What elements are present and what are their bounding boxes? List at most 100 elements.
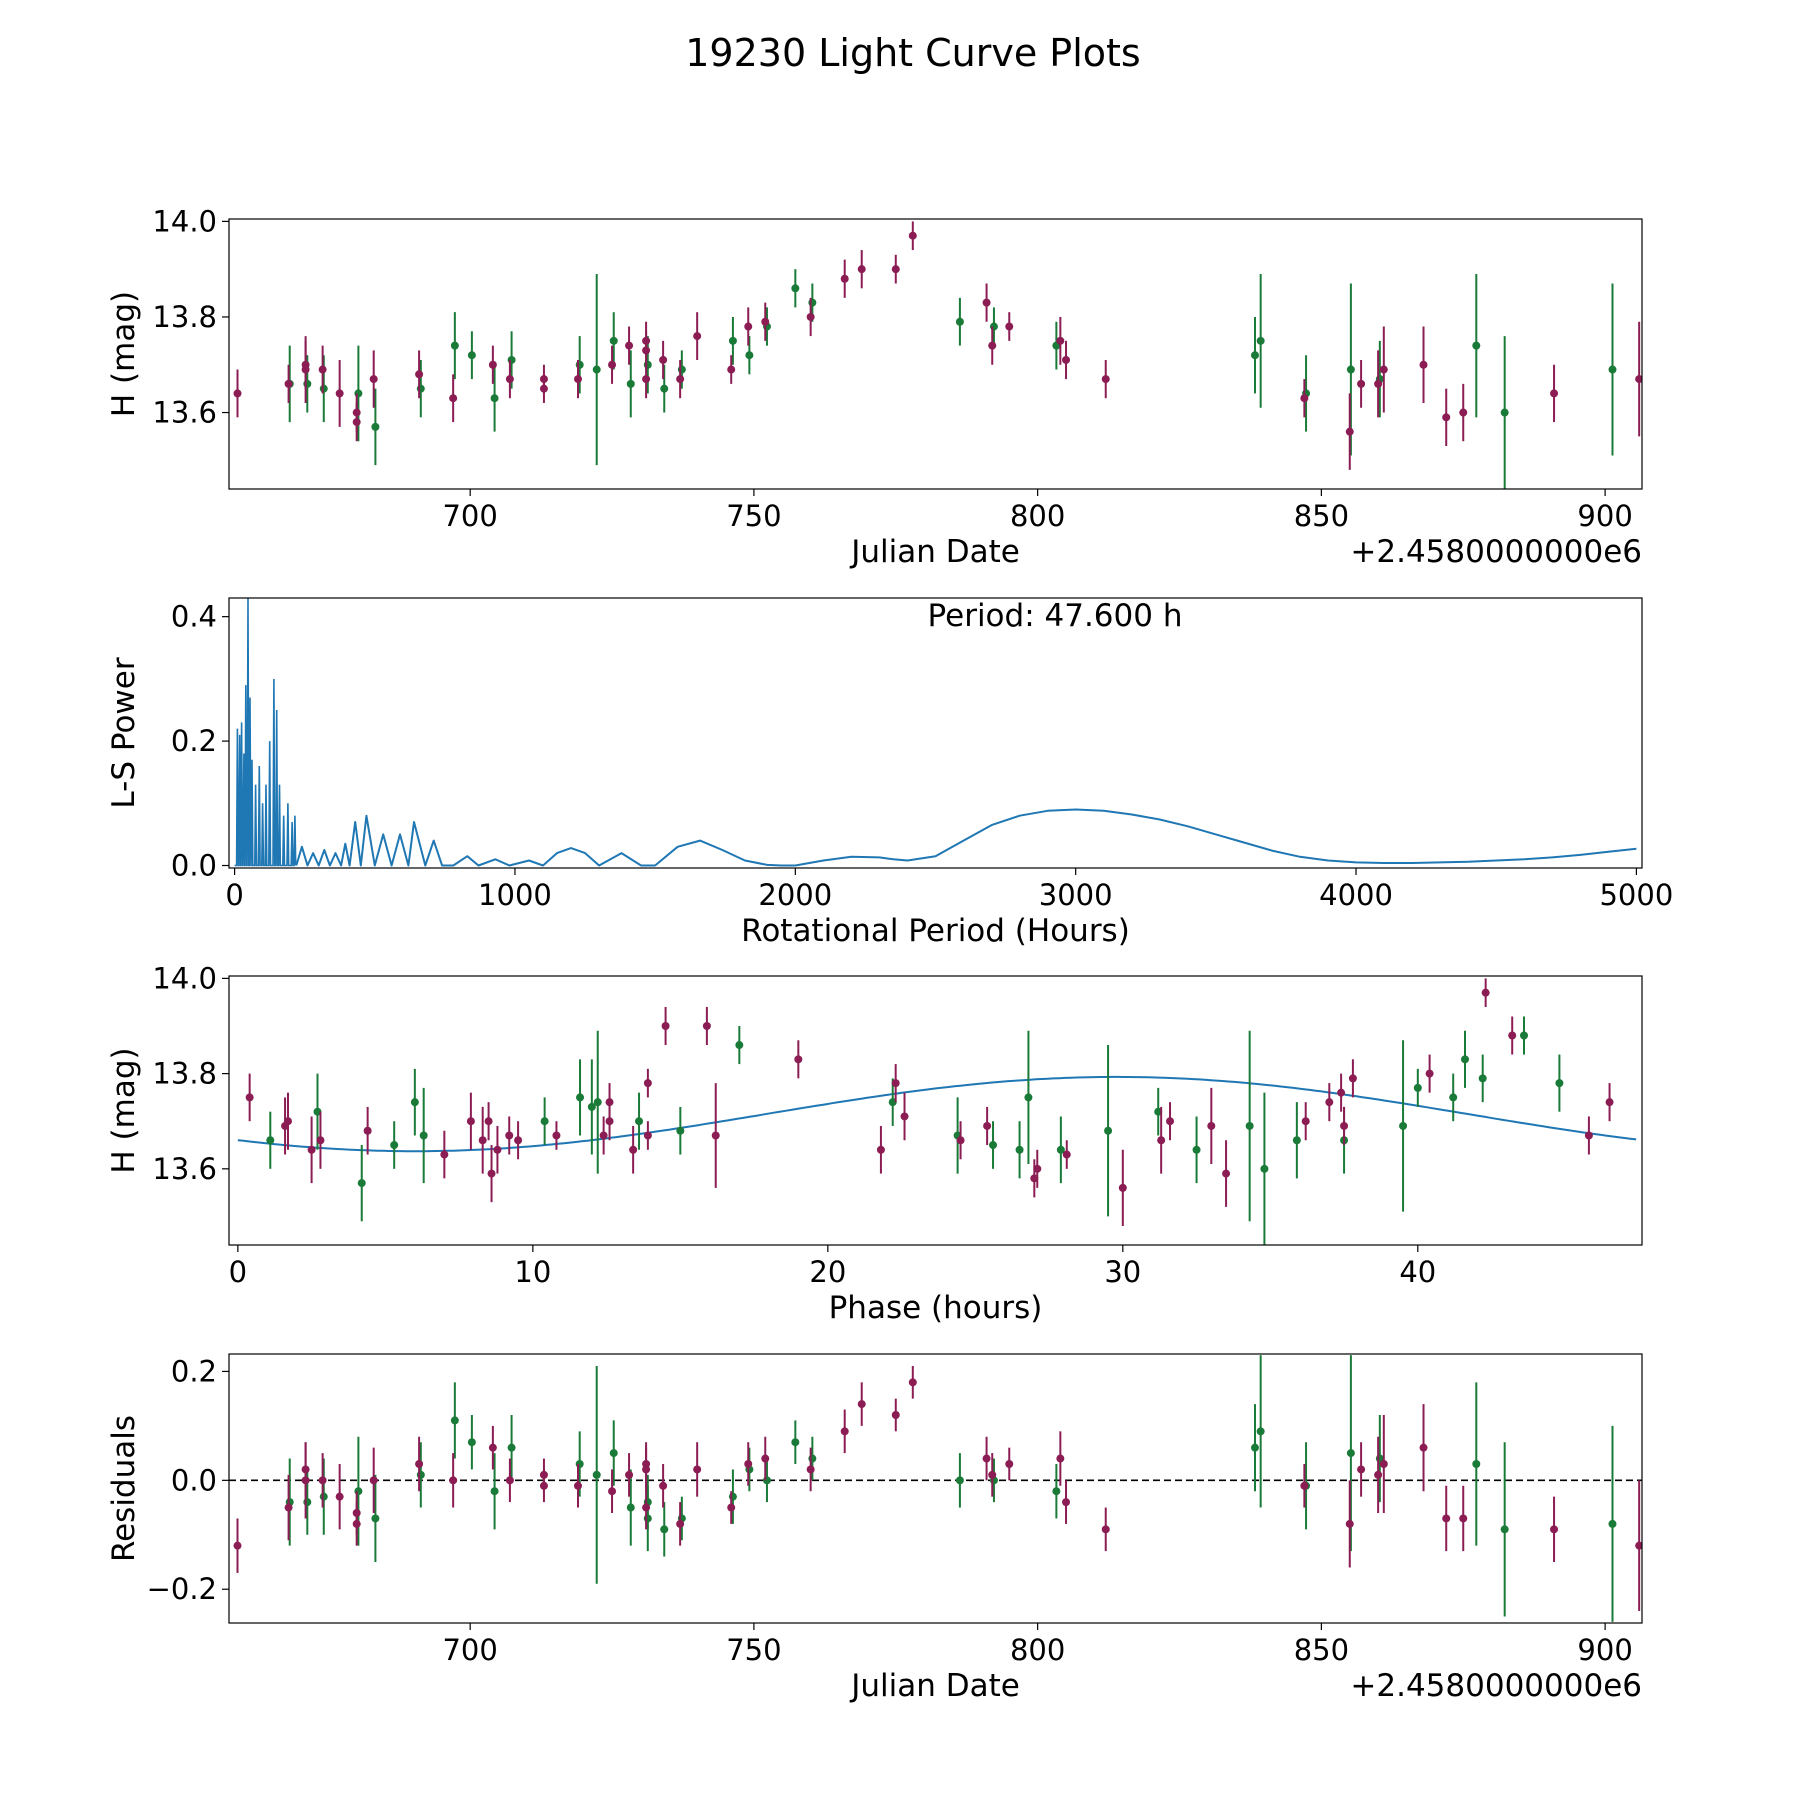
residuals-point-purple (988, 1470, 997, 1479)
residuals-point-purple (676, 1519, 685, 1528)
lightcurve-point-purple (761, 317, 770, 326)
residuals-panel: 700 750 800 850 900 −0.2 0.0 0.2 Julian Date Resi… (106, 1353, 1643, 1704)
residuals-point-purple (1357, 1465, 1366, 1474)
phased-point-purple (363, 1126, 372, 1135)
lightcurve-point-purple (573, 375, 582, 384)
phased-point-green (593, 1098, 602, 1107)
lightcurve-point-purple (840, 274, 849, 283)
residuals-point-purple (335, 1492, 344, 1501)
phased-point-purple (629, 1145, 638, 1154)
phased-point-green (390, 1141, 399, 1150)
phased-point-green (419, 1131, 428, 1140)
phased-point-purple (1584, 1131, 1593, 1140)
phased-point-purple (1348, 1074, 1357, 1083)
lightcurve-point-green (575, 360, 584, 369)
lightcurve-point-purple (1419, 360, 1428, 369)
residuals-ytick-label: −0.2 (147, 1572, 217, 1606)
residuals-point-green (808, 1454, 817, 1463)
phased-point-green (1104, 1126, 1113, 1135)
phased-point-green (1192, 1145, 1201, 1154)
lightcurve-point-green (319, 384, 328, 393)
residuals-point-green (467, 1438, 476, 1447)
periodogram-ytick-label: 0.4 (171, 600, 217, 634)
residuals-point-green (609, 1449, 618, 1458)
residuals-point-purple (744, 1459, 753, 1468)
lightcurve-point-purple (1374, 379, 1383, 388)
phased-point-purple (605, 1098, 614, 1107)
lightcurve-point-purple (625, 341, 634, 350)
lightcurve-point-purple (1442, 413, 1451, 422)
lightcurve-xtick-label: 800 (1010, 499, 1065, 533)
lightcurve-point-green (745, 351, 754, 360)
phased-plot-area (237, 978, 1637, 1245)
lightcurve-point-purple (1635, 375, 1642, 384)
phased-point-green (540, 1117, 549, 1126)
phased-point-green (1245, 1121, 1254, 1130)
residuals-point-purple (1550, 1525, 1559, 1534)
phased-point-purple (1508, 1031, 1517, 1040)
phased-point-purple (466, 1117, 475, 1126)
periodogram-annotation: Period: 47.600 h (928, 598, 1183, 634)
periodogram-power-curve (295, 808, 1637, 867)
lightcurve-point-purple (891, 265, 900, 274)
lightcurve-point-green (450, 341, 459, 350)
lightcurve-point-purple (988, 341, 997, 350)
periodogram-xtick-label: 4000 (1319, 878, 1393, 912)
phased-point-green (1478, 1074, 1487, 1083)
phased-point-purple (1337, 1088, 1346, 1097)
residuals-point-purple (505, 1476, 514, 1485)
phased-point-green (1260, 1164, 1269, 1173)
periodogram-ylabel: L-S Power (106, 657, 142, 808)
lightcurve-offset-text: +2.4580000000e6 (1350, 534, 1642, 570)
residuals-point-green (1256, 1427, 1265, 1436)
lightcurve-point-purple (1345, 427, 1354, 436)
residuals-point-purple (415, 1459, 424, 1468)
phased-point-purple (505, 1131, 514, 1140)
lightcurve-point-purple (1101, 375, 1110, 384)
residuals-point-purple (891, 1410, 900, 1419)
lightcurve-point-purple (693, 332, 702, 341)
phased-point-green (1292, 1136, 1301, 1145)
residuals-xtick-label: 850 (1294, 1633, 1349, 1667)
lightcurve-point-green (592, 365, 601, 374)
residuals-point-green (354, 1487, 363, 1496)
lightcurve-point-purple (857, 265, 866, 274)
lightcurve-xtick-label: 850 (1294, 499, 1349, 533)
phased-point-green (1056, 1145, 1065, 1154)
phased-point-purple (599, 1131, 608, 1140)
lightcurve-ytick-label: 13.6 (152, 396, 217, 430)
lightcurve-point-green (955, 317, 964, 326)
lightcurve-point-purple (608, 360, 617, 369)
lightcurve-point-purple (415, 370, 424, 379)
residuals-xtick-label: 800 (1010, 1633, 1065, 1667)
phased-point-green (1024, 1093, 1033, 1102)
phased-point-purple (1166, 1117, 1175, 1126)
lightcurve-xtick-label: 750 (726, 499, 781, 533)
residuals-point-purple (1062, 1498, 1071, 1507)
lightcurve-point-purple (539, 384, 548, 393)
phased-point-green (676, 1126, 685, 1135)
residuals-point-purple (982, 1454, 991, 1463)
lightcurve-point-purple (488, 360, 497, 369)
phased-point-purple (1481, 988, 1490, 997)
lightcurve-point-purple (301, 365, 310, 374)
lightcurve-point-purple (335, 389, 344, 398)
phased-xtick-label: 0 (229, 1255, 247, 1289)
residuals-point-green (728, 1492, 737, 1501)
residuals-xtick-label: 750 (726, 1633, 781, 1667)
residuals-frame (228, 1353, 1643, 1624)
phased-point-purple (552, 1131, 561, 1140)
phased-point-green (735, 1041, 744, 1050)
phased-panel: 0 10 20 30 40 13.6 13.8 14.0 Phase (hours) H (mag… (106, 961, 1643, 1326)
lightcurve-point-purple (908, 231, 917, 240)
residuals-point-purple (642, 1465, 651, 1474)
lightcurve-point-purple (1300, 394, 1309, 403)
residuals-point-purple (1056, 1454, 1065, 1463)
lightcurve-point-purple (1550, 389, 1559, 398)
phased-point-purple (661, 1021, 670, 1030)
phased-point-purple (484, 1117, 493, 1126)
residuals-point-green (955, 1476, 964, 1485)
phased-point-purple (1222, 1169, 1231, 1178)
lightcurve-ytick-label: 14.0 (152, 204, 217, 238)
phased-ytick-label: 13.6 (152, 1152, 217, 1186)
